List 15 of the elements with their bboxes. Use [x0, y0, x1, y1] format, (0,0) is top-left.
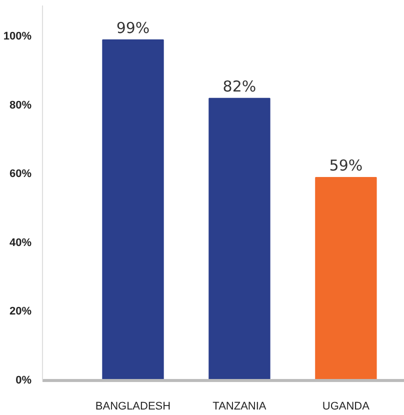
y-tick-label: 40%: [9, 236, 32, 249]
bar: [102, 39, 164, 380]
y-tick-label: 100%: [3, 30, 32, 42]
y-tick-label: 20%: [9, 306, 32, 318]
y-tick-label: 60%: [9, 168, 32, 180]
bar: [208, 98, 270, 380]
bar: [315, 177, 377, 380]
x-tick-label: TANZANIA: [212, 400, 267, 412]
y-tick-label: 0%: [16, 374, 32, 386]
data-label: 82%: [222, 77, 256, 96]
data-label: 59%: [329, 156, 363, 175]
x-tick-label: BANGLADESH: [95, 400, 171, 412]
x-tick-label: UGANDA: [322, 400, 370, 412]
data-label: 99%: [116, 18, 150, 37]
y-tick-label: 80%: [9, 99, 32, 112]
